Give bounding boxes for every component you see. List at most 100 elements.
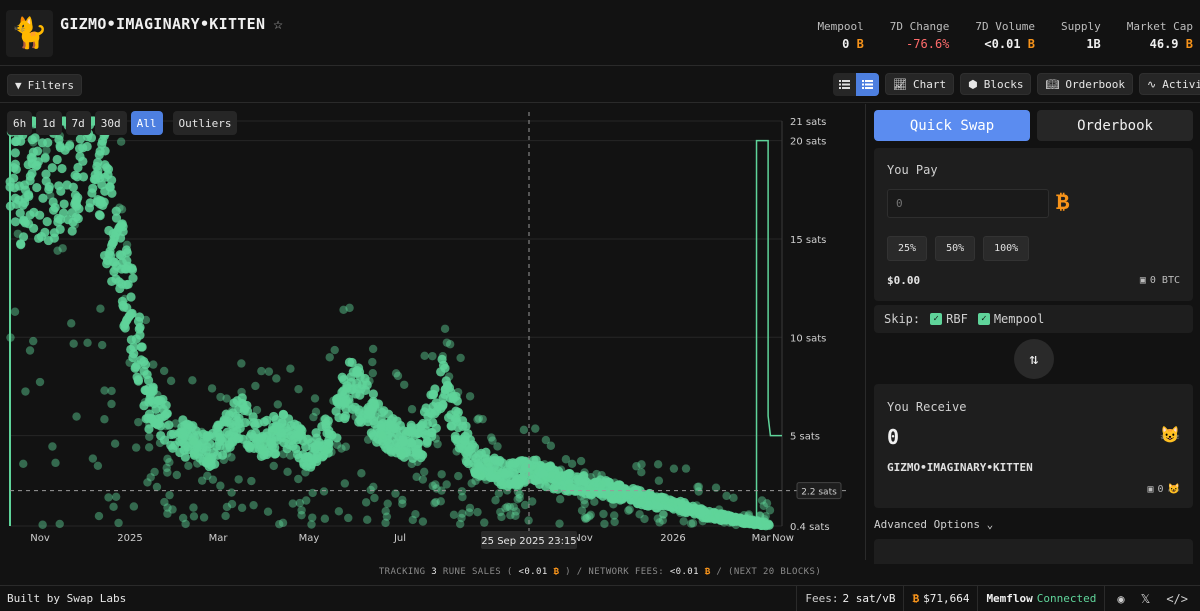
data-point [332, 440, 342, 449]
percent-100-button[interactable]: 100% [983, 236, 1030, 261]
percent-25-button[interactable]: 25% [887, 236, 928, 261]
data-point [340, 479, 350, 488]
data-point [744, 511, 753, 520]
data-point [463, 458, 473, 469]
tab-orderbook[interactable]: Orderbook [1037, 110, 1193, 141]
tab-quick-swap[interactable]: Quick Swap [874, 110, 1030, 141]
data-point [474, 472, 484, 482]
data-point [443, 381, 453, 391]
data-point [547, 470, 557, 480]
data-point [189, 512, 199, 521]
data-point [279, 449, 288, 459]
pay-amount-input[interactable] [887, 189, 1049, 218]
wallet-icon: ▣ [1139, 275, 1146, 286]
data-point [140, 397, 150, 407]
data-point [189, 503, 198, 512]
data-point [217, 436, 227, 446]
y-tick-label: 20 sats [790, 137, 826, 148]
data-point [208, 475, 218, 484]
skip-mempool-checkbox[interactable]: ✓ Mempool [977, 312, 1044, 326]
data-point [457, 487, 467, 496]
filters-button[interactable]: ▼ Filters [7, 74, 82, 96]
list-view-icon[interactable] [833, 73, 856, 96]
data-point [615, 480, 624, 489]
data-point [150, 467, 159, 477]
data-point [436, 497, 445, 506]
price-chart[interactable]: 21 sats 20 sats 15 sats 10 sats 5 sats 0.4 sa… [0, 104, 866, 560]
percent-buttons: 25% 50% 100% [887, 236, 1030, 261]
data-point [369, 482, 378, 491]
data-point [16, 239, 26, 249]
data-point [143, 478, 152, 487]
data-point [306, 462, 316, 472]
data-point [719, 518, 729, 527]
data-point [345, 398, 355, 407]
data-point [612, 484, 621, 494]
detail-view-icon[interactable] [856, 73, 879, 96]
data-point [570, 471, 580, 481]
data-point [407, 426, 417, 436]
data-point [228, 422, 238, 432]
data-point [636, 497, 645, 507]
data-point [41, 169, 51, 179]
bitcoin-icon: B [1185, 37, 1193, 51]
data-point [368, 368, 378, 378]
range-7d[interactable]: 7d [65, 111, 91, 135]
code-icon[interactable]: </> [1166, 591, 1188, 606]
x-tick-label: Mar [209, 533, 229, 544]
data-point [307, 520, 316, 529]
range-6h[interactable]: 6h [7, 111, 33, 135]
percent-50-button[interactable]: 50% [935, 236, 976, 261]
built-by-link[interactable]: Built by Swap Labs [7, 592, 127, 605]
data-point [654, 476, 664, 485]
data-point [109, 502, 118, 512]
data-point [658, 510, 668, 519]
orderbook-button[interactable]: 📖︎ Orderbook [1037, 73, 1134, 95]
data-point [546, 441, 556, 450]
data-point [449, 510, 459, 520]
discord-icon[interactable]: ◉ [1117, 591, 1125, 606]
chart-button[interactable]: 📈︎ Chart [885, 73, 955, 95]
star-icon[interactable]: ☆ [273, 14, 284, 33]
data-point [65, 139, 75, 149]
range-1d[interactable]: 1d [36, 111, 62, 135]
bitcoin-icon: B [1027, 37, 1036, 51]
data-point [487, 433, 496, 442]
data-point [576, 492, 586, 501]
data-point [651, 496, 661, 506]
data-point [237, 503, 247, 513]
data-point [361, 378, 371, 387]
data-point [416, 420, 427, 431]
range-30d[interactable]: 30d [94, 111, 127, 135]
advanced-options-toggle[interactable]: Advanced Options ⌄ [874, 518, 994, 531]
data-point [110, 264, 119, 274]
data-point [453, 387, 463, 397]
data-point [46, 191, 55, 200]
data-point [445, 340, 455, 349]
data-point [412, 472, 421, 482]
data-point [427, 427, 437, 438]
data-point [597, 480, 607, 489]
data-point [15, 208, 25, 218]
data-point [655, 518, 664, 527]
data-point [115, 283, 125, 294]
outliers-button[interactable]: Outliers [172, 111, 238, 135]
data-point [337, 444, 346, 453]
x-tick-label: 2025 [117, 533, 142, 544]
data-point [144, 443, 154, 452]
data-point [299, 457, 309, 468]
data-point [308, 443, 318, 453]
blocks-button[interactable]: ⬢ Blocks [960, 73, 1032, 95]
activity-button[interactable]: ∿Activity [1139, 73, 1200, 95]
x-icon[interactable]: 𝕏 [1140, 591, 1151, 606]
swap-direction-button[interactable]: ⇅ [1014, 339, 1054, 379]
data-point [139, 356, 149, 367]
data-point [454, 471, 463, 481]
range-all[interactable]: All [130, 111, 163, 135]
data-point [175, 447, 185, 458]
data-point [154, 396, 164, 406]
data-point [16, 136, 26, 146]
data-point [617, 489, 627, 499]
skip-rbf-checkbox[interactable]: ✓ RBF [930, 312, 968, 326]
data-point [726, 515, 736, 524]
